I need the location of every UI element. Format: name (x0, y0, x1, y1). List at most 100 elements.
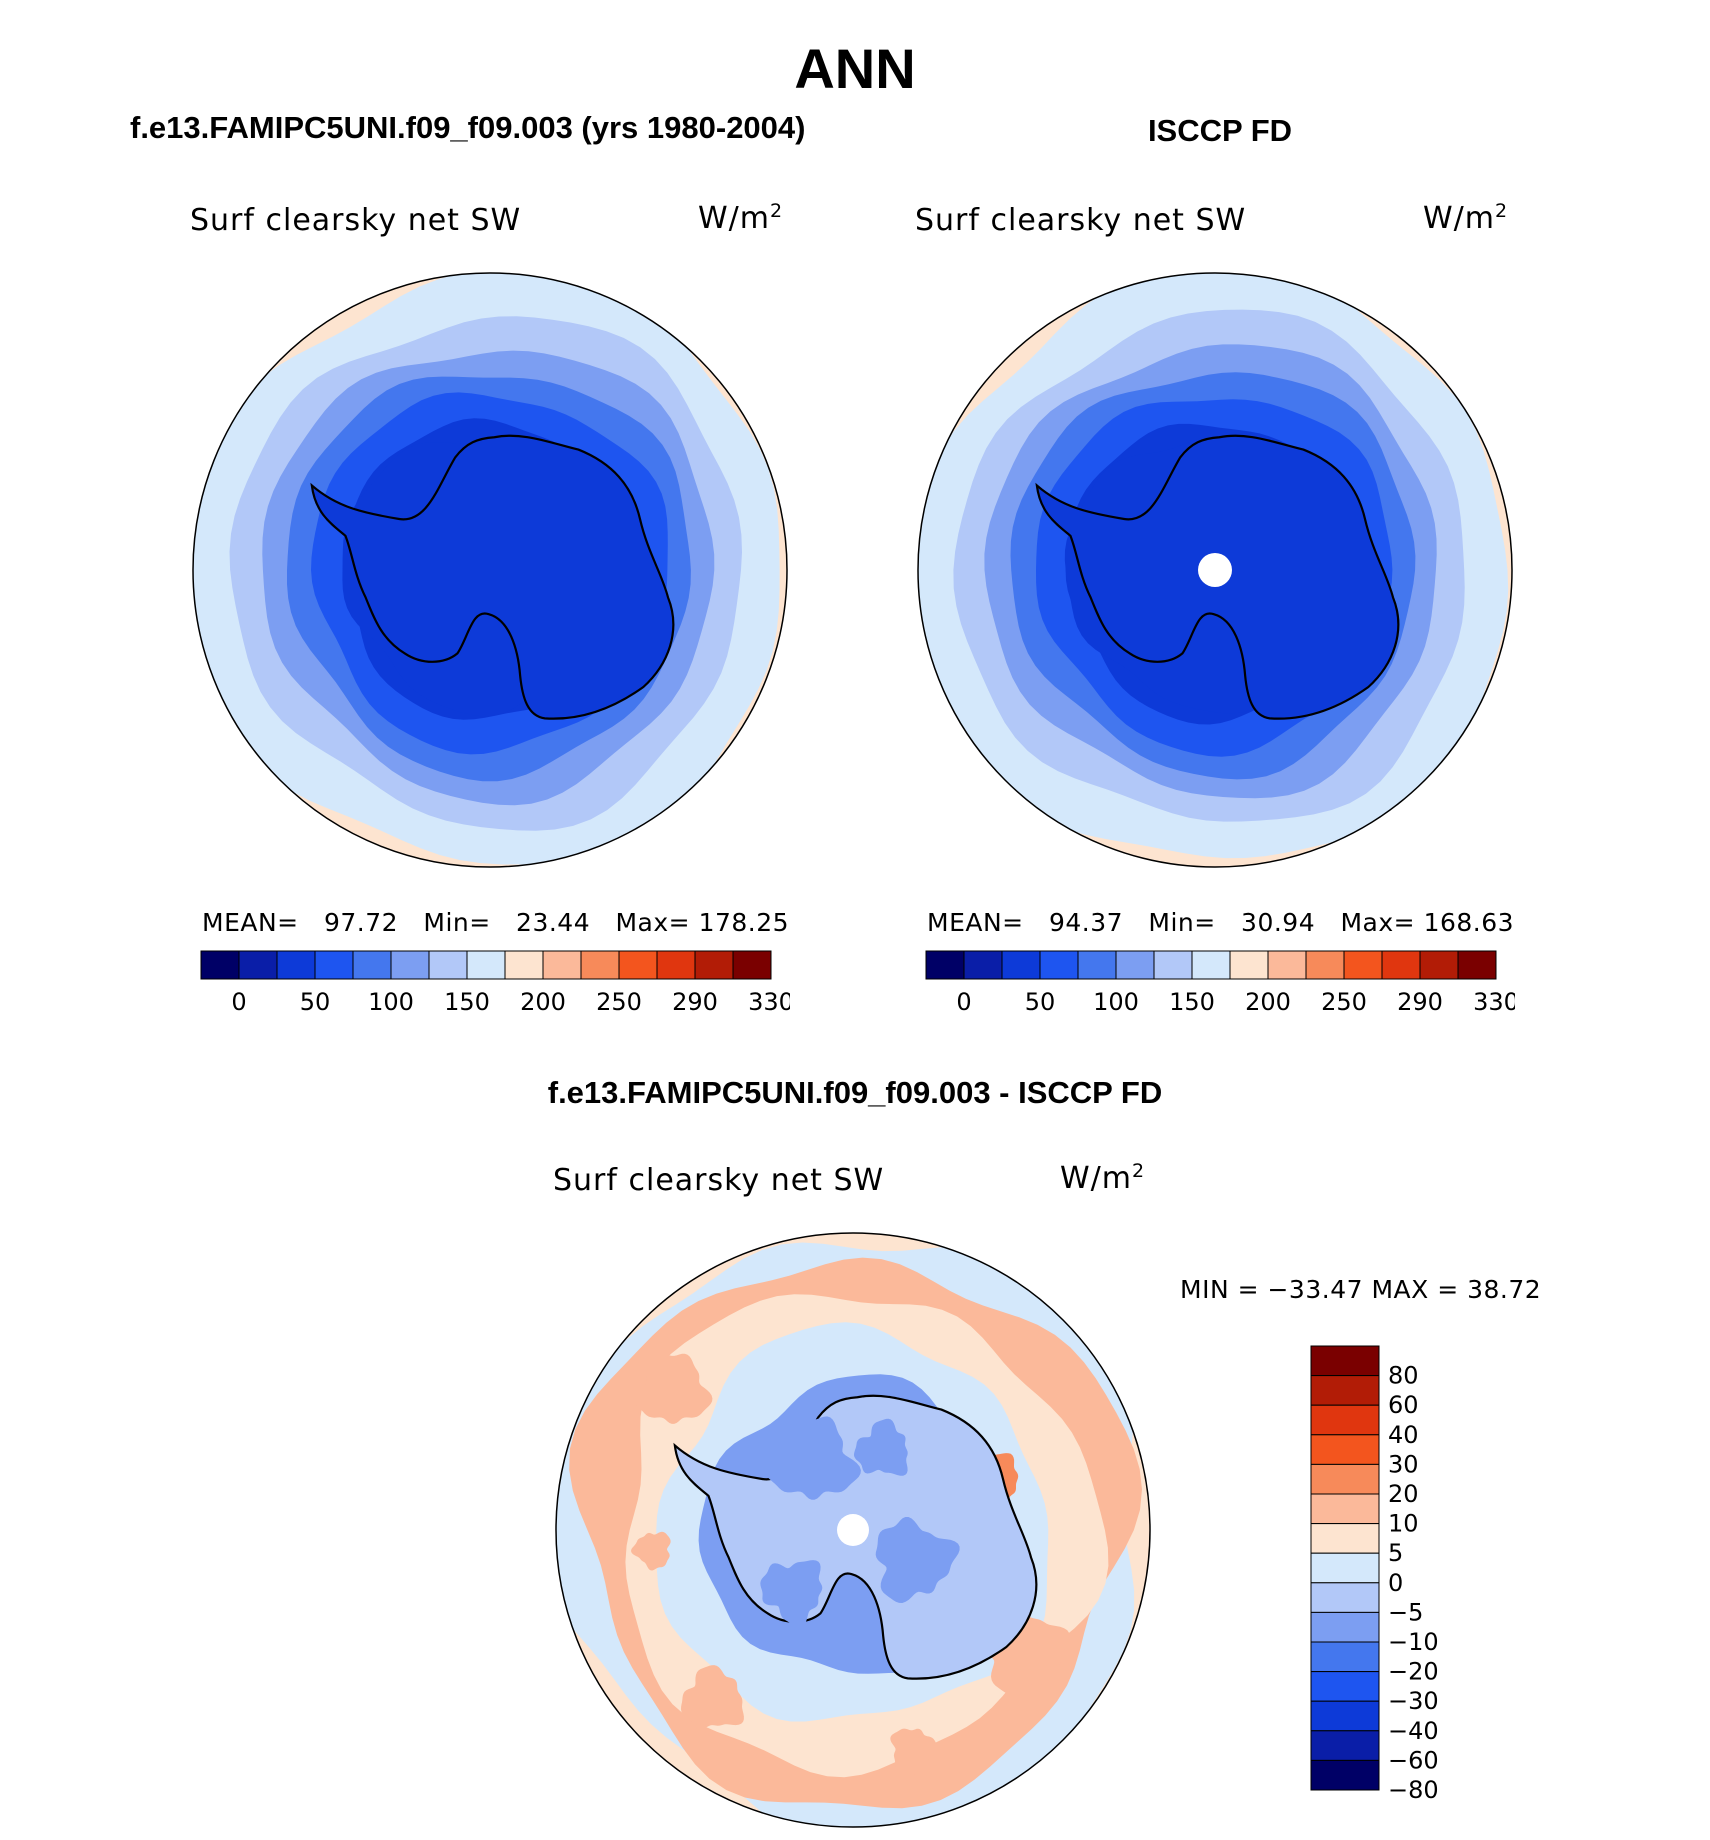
map-border (917, 272, 1513, 868)
colorbar-box (1310, 1611, 1380, 1643)
model-stats: MEAN= 97.72 Min= 23.44 Max= 178.25 (202, 908, 790, 937)
colorbar-tick-label: 80 (1388, 1362, 1419, 1390)
colorbar-tick-label: 150 (444, 988, 490, 1016)
contour-patch (631, 1531, 671, 1571)
colorbar-tick-label: 50 (1025, 988, 1056, 1016)
colorbar-box (1310, 1671, 1380, 1702)
colorbar-tick-label: −10 (1388, 1628, 1439, 1656)
colorbar-box (504, 950, 544, 980)
colorbar-box (542, 950, 582, 980)
obs-stats: MEAN= 94.37 Min= 30.94 Max= 168.63 (927, 908, 1515, 937)
obs-panel-title: ISCCP FD (1147, 113, 1293, 148)
colorbar-box (1191, 950, 1231, 980)
colorbar-tick-label: 5 (1388, 1539, 1403, 1567)
colorbar-tick-label: 200 (520, 988, 566, 1016)
diff-minmax: MIN = −33.47 MAX = 38.72 (1180, 1275, 1542, 1304)
colorbar-box (200, 950, 240, 980)
colorbar-box (656, 950, 696, 980)
contour-patch (760, 1560, 823, 1628)
colorbar-tick-label: 30 (1388, 1450, 1419, 1478)
diff-polar-map (555, 1232, 1151, 1828)
contour-patch (875, 1517, 960, 1603)
colorbar-box (428, 950, 468, 980)
obs-polar-map (917, 272, 1513, 868)
contour-patch (765, 1416, 861, 1500)
colorbar-box (1310, 1375, 1380, 1406)
pole-hole (1198, 553, 1232, 587)
colorbar-box (580, 950, 620, 980)
colorbar-box (314, 950, 354, 980)
colorbar-tick-label: −5 (1388, 1598, 1423, 1626)
colorbar-box (238, 950, 278, 980)
colorbar-box (1310, 1759, 1380, 1791)
colorbar-tick-label: 250 (1321, 988, 1367, 1016)
colorbar-box (1419, 950, 1459, 980)
contour-patch (633, 1353, 713, 1424)
colorbar-box (1001, 950, 1041, 980)
colorbar-box (1310, 1700, 1380, 1732)
colorbar-tick-label: −60 (1388, 1746, 1439, 1774)
map-border (555, 1232, 1151, 1828)
colorbar-box (1077, 950, 1117, 980)
diff-variable-label: Surf clearsky net SW (553, 1163, 885, 1198)
colorbar-tick-label: 40 (1388, 1421, 1419, 1449)
colorbar-tick-label: 200 (1245, 988, 1291, 1016)
colorbar-box (1310, 1463, 1380, 1495)
colorbar-tick-label: −40 (1388, 1717, 1439, 1745)
colorbar-box (276, 950, 316, 980)
colorbar-box (1310, 1434, 1380, 1465)
colorbar-box (925, 950, 965, 980)
colorbar-box (1310, 1404, 1380, 1436)
colorbar-tick-label: 20 (1388, 1480, 1419, 1508)
colorbar-tick-label: 330 (748, 988, 790, 1016)
colorbar-box (694, 950, 734, 980)
colorbar-box (1153, 950, 1193, 980)
colorbar-tick-label: −80 (1388, 1776, 1439, 1804)
colorbar-tick-label: 0 (956, 988, 971, 1016)
colorbar-tick-label: −30 (1388, 1687, 1439, 1715)
obs-colorbar: 0 50 100 150 200 250 290 330 (925, 950, 1515, 1016)
colorbar-tick-label: 60 (1388, 1391, 1419, 1419)
colorbar-box (466, 950, 506, 980)
colorbar-box (1381, 950, 1421, 980)
colorbar-box (1310, 1345, 1380, 1377)
colorbar-box (1115, 950, 1155, 980)
colorbar-tick-label: −20 (1388, 1658, 1439, 1686)
colorbar-box (1310, 1523, 1380, 1554)
colorbar-tick-label: 10 (1388, 1510, 1419, 1538)
colorbar-tick-label: 290 (1397, 988, 1443, 1016)
contour-patch (854, 1418, 908, 1476)
antarctica-coastline (310, 434, 675, 720)
pole-hole (837, 1514, 869, 1546)
model-unit-label: W/m2 (698, 200, 784, 236)
colorbar-box (1310, 1493, 1380, 1525)
colorbar-box (963, 950, 1003, 980)
colorbar-box (1310, 1552, 1380, 1584)
contour-patch (890, 1728, 940, 1775)
obs-unit-label: W/m2 (1423, 200, 1509, 236)
model-variable-label: Surf clearsky net SW (190, 203, 522, 238)
colorbar-tick-label: 0 (1388, 1569, 1403, 1597)
colorbar-tick-label: 100 (368, 988, 414, 1016)
colorbar-tick-label: 330 (1473, 988, 1515, 1016)
diff-unit-label: W/m2 (1060, 1160, 1146, 1196)
colorbar-box (1229, 950, 1269, 980)
colorbar-box (732, 950, 772, 980)
map-border (192, 272, 788, 868)
colorbar-box (1310, 1582, 1380, 1613)
contour-patch (681, 1665, 744, 1730)
diff-panel-title: f.e13.FAMIPC5UNI.f09_f09.003 - ISCCP FD (547, 1075, 1163, 1110)
colorbar-box (1267, 950, 1307, 980)
colorbar-tick-label: 250 (596, 988, 642, 1016)
colorbar-tick-label: 50 (300, 988, 331, 1016)
colorbar-box (618, 950, 658, 980)
colorbar-box (1310, 1730, 1380, 1761)
colorbar-box (1305, 950, 1345, 980)
model-panel-title: f.e13.FAMIPC5UNI.f09_f09.003 (yrs 1980-2… (130, 110, 806, 145)
colorbar-tick-label: 290 (672, 988, 718, 1016)
colorbar-box (390, 950, 430, 980)
colorbar-tick-label: 0 (231, 988, 246, 1016)
model-polar-map (192, 272, 788, 868)
main-title: ANN (794, 37, 916, 100)
